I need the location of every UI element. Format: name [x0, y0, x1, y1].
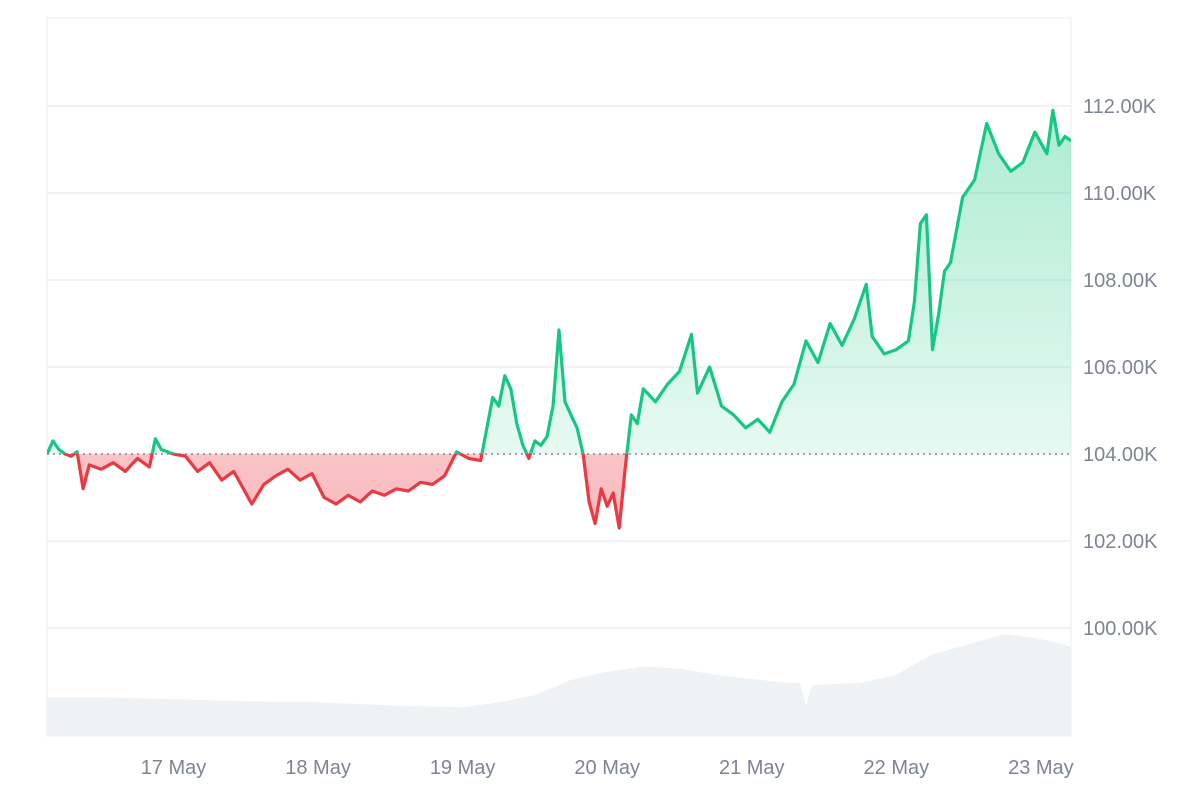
volume-mark: [47, 634, 1071, 736]
x-tick-label: 21 May: [719, 757, 785, 779]
price-line: [47, 108, 1071, 530]
x-tick-label: 22 May: [864, 757, 930, 779]
y-tick-label: 108.00K: [1083, 270, 1158, 292]
price-line-down: [47, 454, 629, 530]
volume-area: [47, 634, 1071, 736]
price-line-up: [47, 108, 1071, 454]
x-tick-label: 17 May: [141, 757, 207, 779]
y-tick-label: 112.00K: [1083, 96, 1157, 118]
y-tick-label: 106.00K: [1083, 357, 1158, 379]
y-tick-label: 104.00K: [1083, 444, 1158, 466]
x-axis-labels: 17 May 18 May 19 May 20 May 21 May 22 May 23 M…: [141, 757, 1074, 779]
price-area-above: [47, 110, 1071, 454]
price-area-below: [47, 454, 1071, 528]
y-tick-label: 110.00K: [1083, 183, 1157, 205]
x-tick-label: 23 May: [1008, 757, 1074, 779]
y-tick-label: 100.00K: [1083, 618, 1158, 640]
x-tick-label: 18 May: [285, 757, 351, 779]
x-tick-label: 20 May: [574, 757, 640, 779]
price-fill: [47, 110, 1071, 528]
y-tick-label: 102.00K: [1083, 531, 1158, 553]
x-tick-label: 19 May: [430, 757, 496, 779]
y-axis-labels: 100.00K 102.00K 104.00K 106.00K 108.00K 110.0…: [1083, 96, 1158, 640]
grid-lines: [47, 105, 1071, 629]
